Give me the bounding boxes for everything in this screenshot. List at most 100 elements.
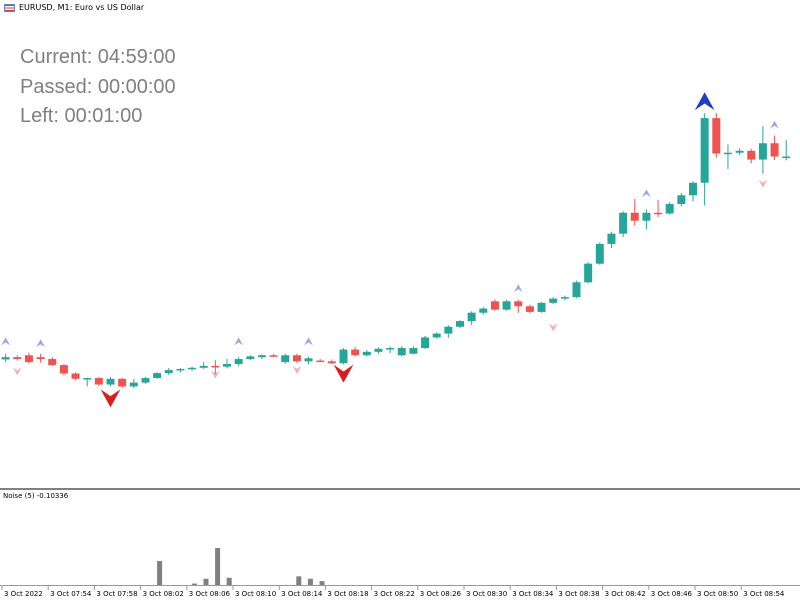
- candle: [421, 335, 430, 349]
- candle-body: [502, 301, 511, 310]
- candle-body: [735, 150, 744, 153]
- time-tick-label: 3 Oct 08:26: [420, 590, 462, 598]
- candle-body: [549, 298, 558, 303]
- candle-body: [211, 365, 220, 368]
- noise-indicator-label: Noise (5) -0.10336: [3, 492, 69, 500]
- candle-body: [525, 306, 534, 312]
- candle-body: [188, 367, 197, 370]
- candle-body: [362, 351, 371, 356]
- candle-body: [700, 118, 709, 183]
- noise-bar: [307, 578, 313, 585]
- candle: [537, 302, 546, 313]
- time-tick-label: 3 Oct 08:10: [235, 590, 276, 598]
- symbol-title: EURUSD, M1: Euro vs US Dollar: [19, 3, 145, 12]
- candle-body: [106, 378, 115, 385]
- candle-body: [665, 204, 674, 214]
- candle-body: [444, 326, 453, 334]
- candle: [257, 354, 266, 360]
- candle-body: [234, 359, 243, 364]
- panel-divider[interactable]: [0, 488, 800, 490]
- candle-body: [199, 365, 208, 368]
- candle: [141, 376, 150, 384]
- candle: [525, 304, 534, 314]
- candle-body: [782, 156, 791, 159]
- candle: [642, 209, 651, 230]
- candle: [281, 353, 290, 364]
- candle: [397, 346, 406, 357]
- time-tick-label: 3 Oct 08:42: [605, 590, 646, 598]
- candle-body: [421, 337, 430, 349]
- candle: [234, 357, 243, 366]
- candle-body: [141, 378, 150, 383]
- candle-body: [758, 143, 767, 160]
- buy-arrow-icon: [1, 337, 11, 346]
- candle: [199, 362, 208, 369]
- time-tick-label: 3 Oct 08:14: [281, 590, 323, 598]
- candle: [723, 144, 732, 170]
- price-chart[interactable]: [0, 0, 800, 488]
- candle: [83, 377, 92, 387]
- candle: [304, 356, 313, 365]
- time-tick-label: 3 Oct 08:02: [143, 590, 184, 598]
- timer-current: Current: 04:59:00: [20, 46, 176, 68]
- candle: [292, 353, 301, 364]
- time-axis-line: [0, 585, 800, 586]
- candle: [630, 199, 639, 226]
- candle: [502, 299, 511, 311]
- candle: [211, 360, 220, 374]
- candle: [432, 332, 441, 339]
- candle: [246, 355, 255, 361]
- candle-body: [595, 243, 604, 264]
- candle: [118, 377, 127, 388]
- buy-arrow-icon: [770, 120, 779, 129]
- candle: [48, 357, 57, 366]
- candle: [712, 113, 721, 158]
- candle-body: [490, 301, 499, 310]
- candle-body: [71, 373, 80, 379]
- candle: [677, 193, 686, 207]
- candle-body: [36, 357, 45, 360]
- candle: [689, 181, 697, 202]
- candle-body: [292, 355, 301, 362]
- candle-body: [94, 378, 103, 385]
- candle-body: [304, 358, 313, 362]
- candle: [409, 346, 418, 355]
- candle: [619, 211, 628, 238]
- sell-arrow-icon: [210, 370, 220, 379]
- buy-arrow-icon: [642, 189, 651, 198]
- candle-body: [269, 355, 278, 357]
- candle-body: [153, 373, 162, 379]
- candle-body: [456, 321, 464, 327]
- candle: [549, 297, 558, 304]
- sell-arrow-icon: [758, 179, 768, 188]
- candle-body: [607, 233, 616, 244]
- candle: [94, 376, 103, 386]
- candle-body: [129, 382, 138, 387]
- sell-arrow-icon: [548, 323, 558, 332]
- candle: [339, 348, 348, 365]
- candle-body: [24, 355, 33, 363]
- candle: [374, 347, 383, 354]
- noise-bar: [226, 577, 232, 585]
- candle: [36, 353, 45, 363]
- candle-body: [572, 282, 581, 298]
- candle: [24, 352, 33, 364]
- sell-arrow-icon: [292, 365, 302, 374]
- candle-body: [642, 212, 651, 221]
- noise-bar: [191, 583, 197, 585]
- chart-title-bar: EURUSD, M1: Euro vs US Dollar: [4, 1, 144, 14]
- time-tick-label: 3 Oct 08:34: [512, 590, 554, 598]
- noise-bar: [215, 548, 221, 585]
- candle-body: [479, 308, 488, 313]
- candle: [362, 349, 371, 357]
- candle-body: [1, 357, 10, 360]
- candle-body: [467, 312, 476, 322]
- time-tick-label: 3 Oct 08:06: [189, 590, 231, 598]
- candle: [747, 148, 756, 164]
- candle-body: [351, 349, 360, 356]
- candle: [164, 368, 173, 376]
- candle-body: [432, 333, 441, 338]
- candle-body: [723, 152, 732, 155]
- buy-arrow-icon: [36, 339, 45, 348]
